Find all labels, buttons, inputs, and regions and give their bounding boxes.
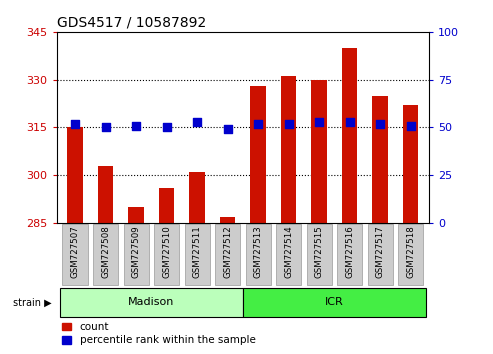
FancyBboxPatch shape [93,224,118,285]
FancyBboxPatch shape [63,224,88,285]
Text: GDS4517 / 10587892: GDS4517 / 10587892 [57,15,206,29]
FancyBboxPatch shape [184,224,210,285]
Bar [159,188,174,223]
Text: GSM727517: GSM727517 [376,225,385,278]
Bar [403,105,418,223]
Text: Madison: Madison [128,297,175,307]
Text: GSM727510: GSM727510 [162,225,171,278]
Text: GSM727515: GSM727515 [315,225,323,278]
Bar [312,80,327,223]
Bar [250,86,266,223]
Point [132,123,140,129]
Bar [98,166,113,223]
Bar [128,207,143,223]
Point [407,123,415,129]
Text: GSM727512: GSM727512 [223,225,232,278]
Point [254,121,262,126]
Point [284,121,292,126]
Text: ICR: ICR [325,297,344,307]
Text: strain ▶: strain ▶ [13,298,52,308]
Bar [373,96,387,223]
Point [102,125,109,130]
FancyBboxPatch shape [124,224,148,285]
Text: GSM727509: GSM727509 [132,225,141,278]
Bar [342,48,357,223]
Text: GSM727508: GSM727508 [101,225,110,278]
Point [315,119,323,125]
FancyBboxPatch shape [243,288,426,317]
Text: GSM727514: GSM727514 [284,225,293,278]
FancyBboxPatch shape [154,224,179,285]
Text: GSM727516: GSM727516 [345,225,354,278]
Bar [220,217,235,223]
FancyBboxPatch shape [215,224,240,285]
Bar [68,127,83,223]
Point [224,126,232,132]
Text: GSM727513: GSM727513 [253,225,263,278]
FancyBboxPatch shape [60,288,243,317]
FancyBboxPatch shape [246,224,271,285]
Point [163,125,171,130]
FancyBboxPatch shape [337,224,362,285]
Text: GSM727511: GSM727511 [193,225,202,278]
FancyBboxPatch shape [398,224,423,285]
Bar [189,172,205,223]
Legend: count, percentile rank within the sample: count, percentile rank within the sample [62,322,255,345]
Point [346,119,353,125]
FancyBboxPatch shape [307,224,332,285]
FancyBboxPatch shape [276,224,301,285]
Text: GSM727518: GSM727518 [406,225,415,278]
Point [193,119,201,125]
Point [376,121,384,126]
Point [71,121,79,126]
Bar [281,76,296,223]
FancyBboxPatch shape [368,224,392,285]
Text: GSM727507: GSM727507 [70,225,79,278]
